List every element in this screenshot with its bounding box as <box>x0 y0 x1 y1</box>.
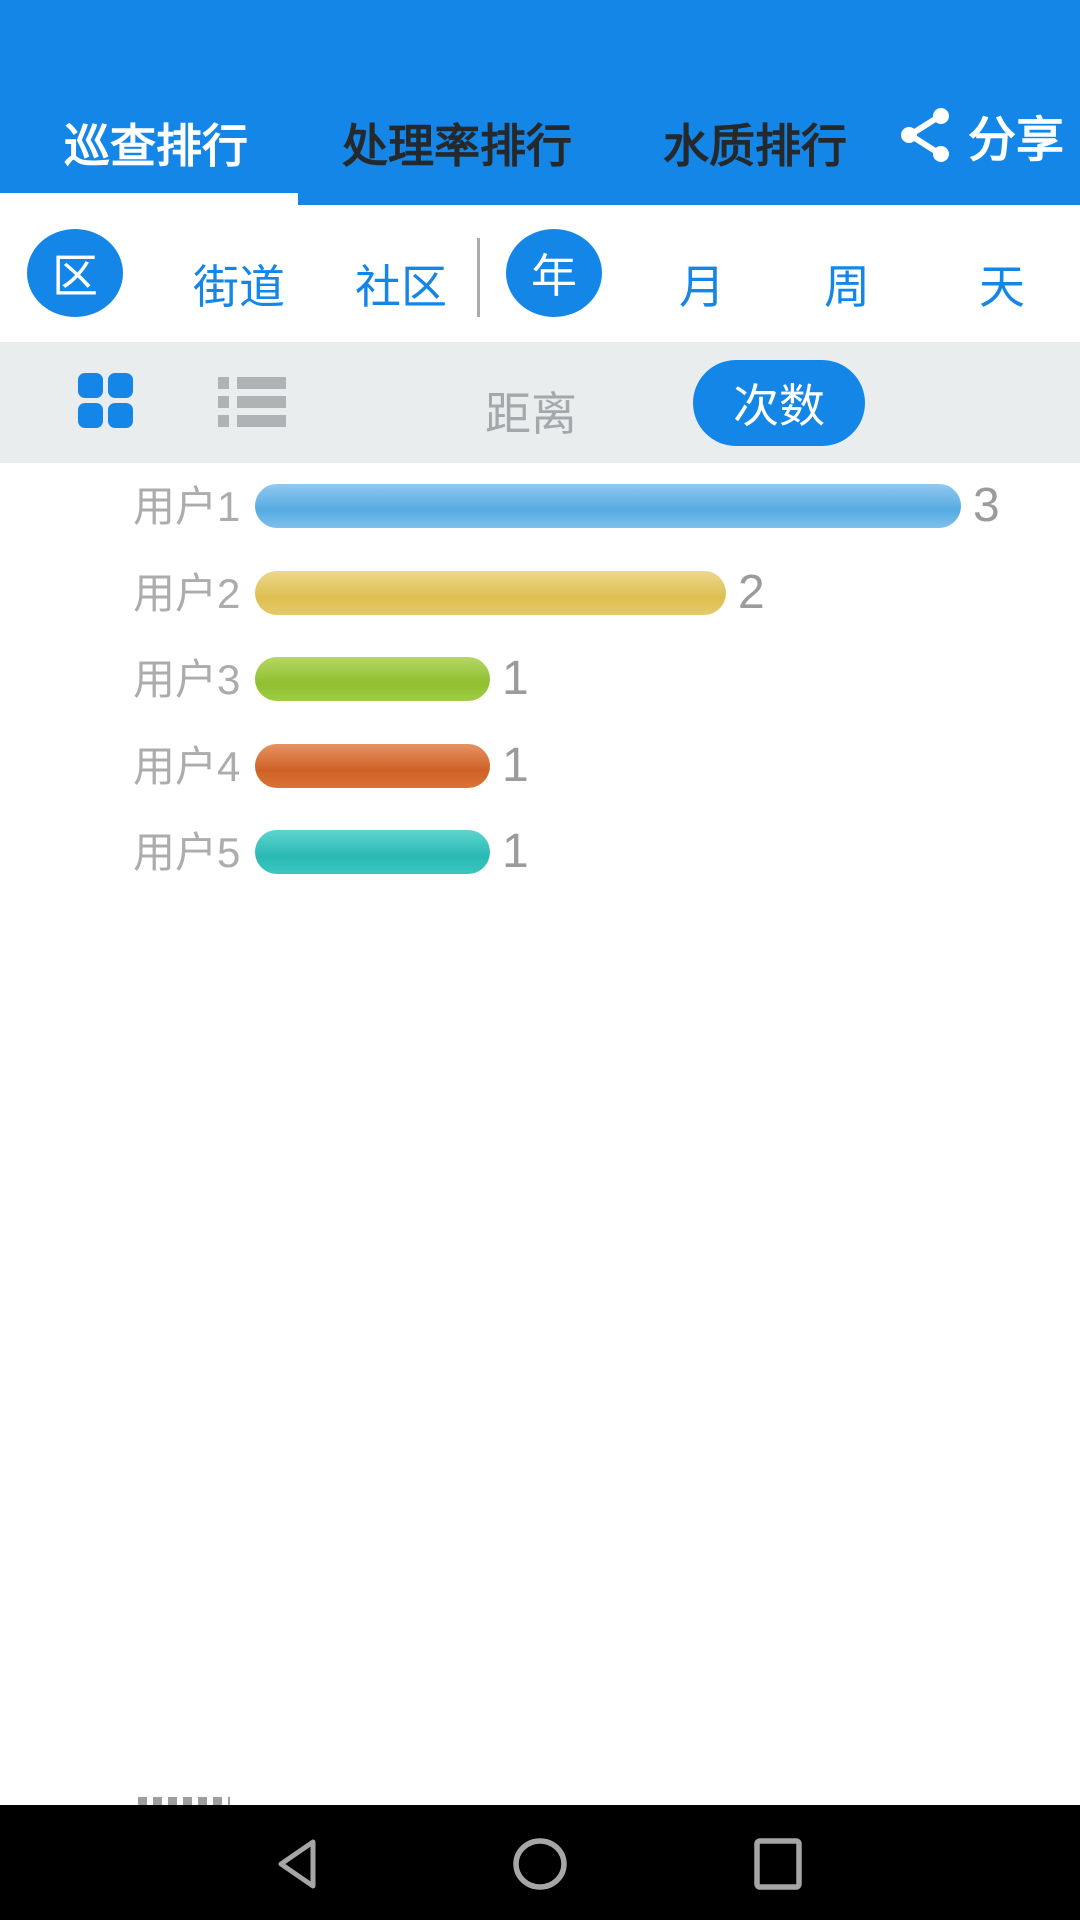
bar-value-label: 3 <box>973 479 1000 532</box>
list-view-icon[interactable] <box>218 377 286 427</box>
bar-value-label: 1 <box>502 738 529 792</box>
share-button[interactable]: 分享 <box>900 100 1064 170</box>
home-icon[interactable] <box>512 1838 568 1895</box>
bar <box>255 484 961 528</box>
chart-row: 用户2 2 <box>0 566 1080 618</box>
back-icon[interactable] <box>275 1838 321 1895</box>
chart-row: 用户5 1 <box>0 826 1080 878</box>
tab-water-quality-ranking[interactable]: 水质排行 <box>663 120 847 172</box>
filter-community[interactable]: 社区 <box>355 261 447 313</box>
clipped-text-fragment <box>138 1797 230 1805</box>
bar-category-label: 用户3 <box>133 656 241 703</box>
active-tab-indicator <box>0 193 298 205</box>
app-header: 巡查排行 处理率排行 水质排行 分享 <box>0 0 1080 205</box>
android-navbar <box>0 1805 1080 1920</box>
filter-district-selected[interactable]: 区 <box>27 229 123 317</box>
metric-count-button-selected[interactable]: 次数 <box>693 360 865 446</box>
filter-week[interactable]: 周 <box>824 261 870 313</box>
recents-icon[interactable] <box>754 1838 804 1895</box>
filter-month[interactable]: 月 <box>679 261 725 313</box>
bar-value-label: 1 <box>502 825 529 878</box>
share-icon <box>900 106 952 164</box>
tab-inspection-ranking[interactable]: 巡查排行 <box>64 120 248 172</box>
bar-value-label: 2 <box>738 565 765 619</box>
bar-chart: 用户1 3 用户2 2 用户3 1 用户4 1 用户5 1 <box>0 463 1080 943</box>
bar-category-label: 用户5 <box>133 829 241 876</box>
filter-year-selected[interactable]: 年 <box>506 229 602 317</box>
metric-distance-button[interactable]: 距离 <box>485 388 577 440</box>
bar <box>255 657 490 701</box>
bar-category-label: 用户4 <box>133 742 241 790</box>
filter-day[interactable]: 天 <box>979 261 1025 313</box>
chart-toolbar: 距离 次数 <box>0 342 1080 463</box>
filter-divider <box>477 238 480 317</box>
bar <box>255 830 490 874</box>
bar-category-label: 用户2 <box>133 569 241 617</box>
bar <box>255 570 726 615</box>
chart-row: 用户3 1 <box>0 653 1080 705</box>
bar-value-label: 1 <box>502 652 529 705</box>
chart-row: 用户4 1 <box>0 739 1080 791</box>
filter-row: 区 街道 社区 年 月 周 天 <box>0 205 1080 342</box>
bar <box>255 743 490 788</box>
filter-street[interactable]: 街道 <box>193 261 285 313</box>
chart-row: 用户1 3 <box>0 480 1080 532</box>
tab-processing-rate-ranking[interactable]: 处理率排行 <box>342 120 572 172</box>
bar-category-label: 用户1 <box>133 483 241 530</box>
share-label: 分享 <box>967 114 1064 167</box>
grid-view-icon[interactable] <box>78 373 133 428</box>
